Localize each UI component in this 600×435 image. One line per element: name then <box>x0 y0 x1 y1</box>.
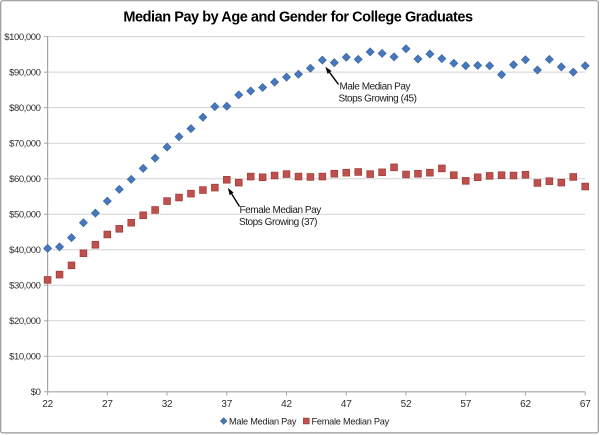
svg-text:$100,000: $100,000 <box>4 32 40 43</box>
svg-text:57: 57 <box>460 399 471 410</box>
svg-text:Stops Growing (45): Stops Growing (45) <box>339 94 417 105</box>
svg-text:62: 62 <box>520 399 531 410</box>
svg-text:Female Median Pay: Female Median Pay <box>240 205 322 216</box>
svg-text:$50,000: $50,000 <box>9 210 41 221</box>
svg-text:$80,000: $80,000 <box>9 103 41 114</box>
svg-text:$20,000: $20,000 <box>9 316 41 327</box>
svg-text:Female Median Pay: Female Median Pay <box>312 416 390 426</box>
svg-text:$60,000: $60,000 <box>9 174 41 185</box>
svg-text:$70,000: $70,000 <box>9 139 41 150</box>
svg-text:$30,000: $30,000 <box>9 281 41 292</box>
svg-text:27: 27 <box>102 399 113 410</box>
svg-text:Male Median Pay: Male Median Pay <box>229 416 297 426</box>
svg-text:52: 52 <box>401 399 412 410</box>
svg-text:32: 32 <box>162 399 173 410</box>
svg-text:Male Median Pay: Male Median Pay <box>340 81 411 92</box>
svg-text:67: 67 <box>580 399 591 410</box>
svg-text:42: 42 <box>281 399 292 410</box>
svg-text:$40,000: $40,000 <box>9 245 41 256</box>
svg-text:Stops Growing (37): Stops Growing (37) <box>239 217 317 228</box>
svg-text:37: 37 <box>221 399 232 410</box>
svg-text:$90,000: $90,000 <box>9 67 41 78</box>
svg-text:47: 47 <box>341 399 352 410</box>
svg-text:22: 22 <box>42 399 53 410</box>
svg-text:$10,000: $10,000 <box>9 352 41 363</box>
svg-text:$0: $0 <box>31 387 41 398</box>
svg-text:Median Pay by Age and Gender f: Median Pay by Age and Gender for College… <box>123 10 473 26</box>
